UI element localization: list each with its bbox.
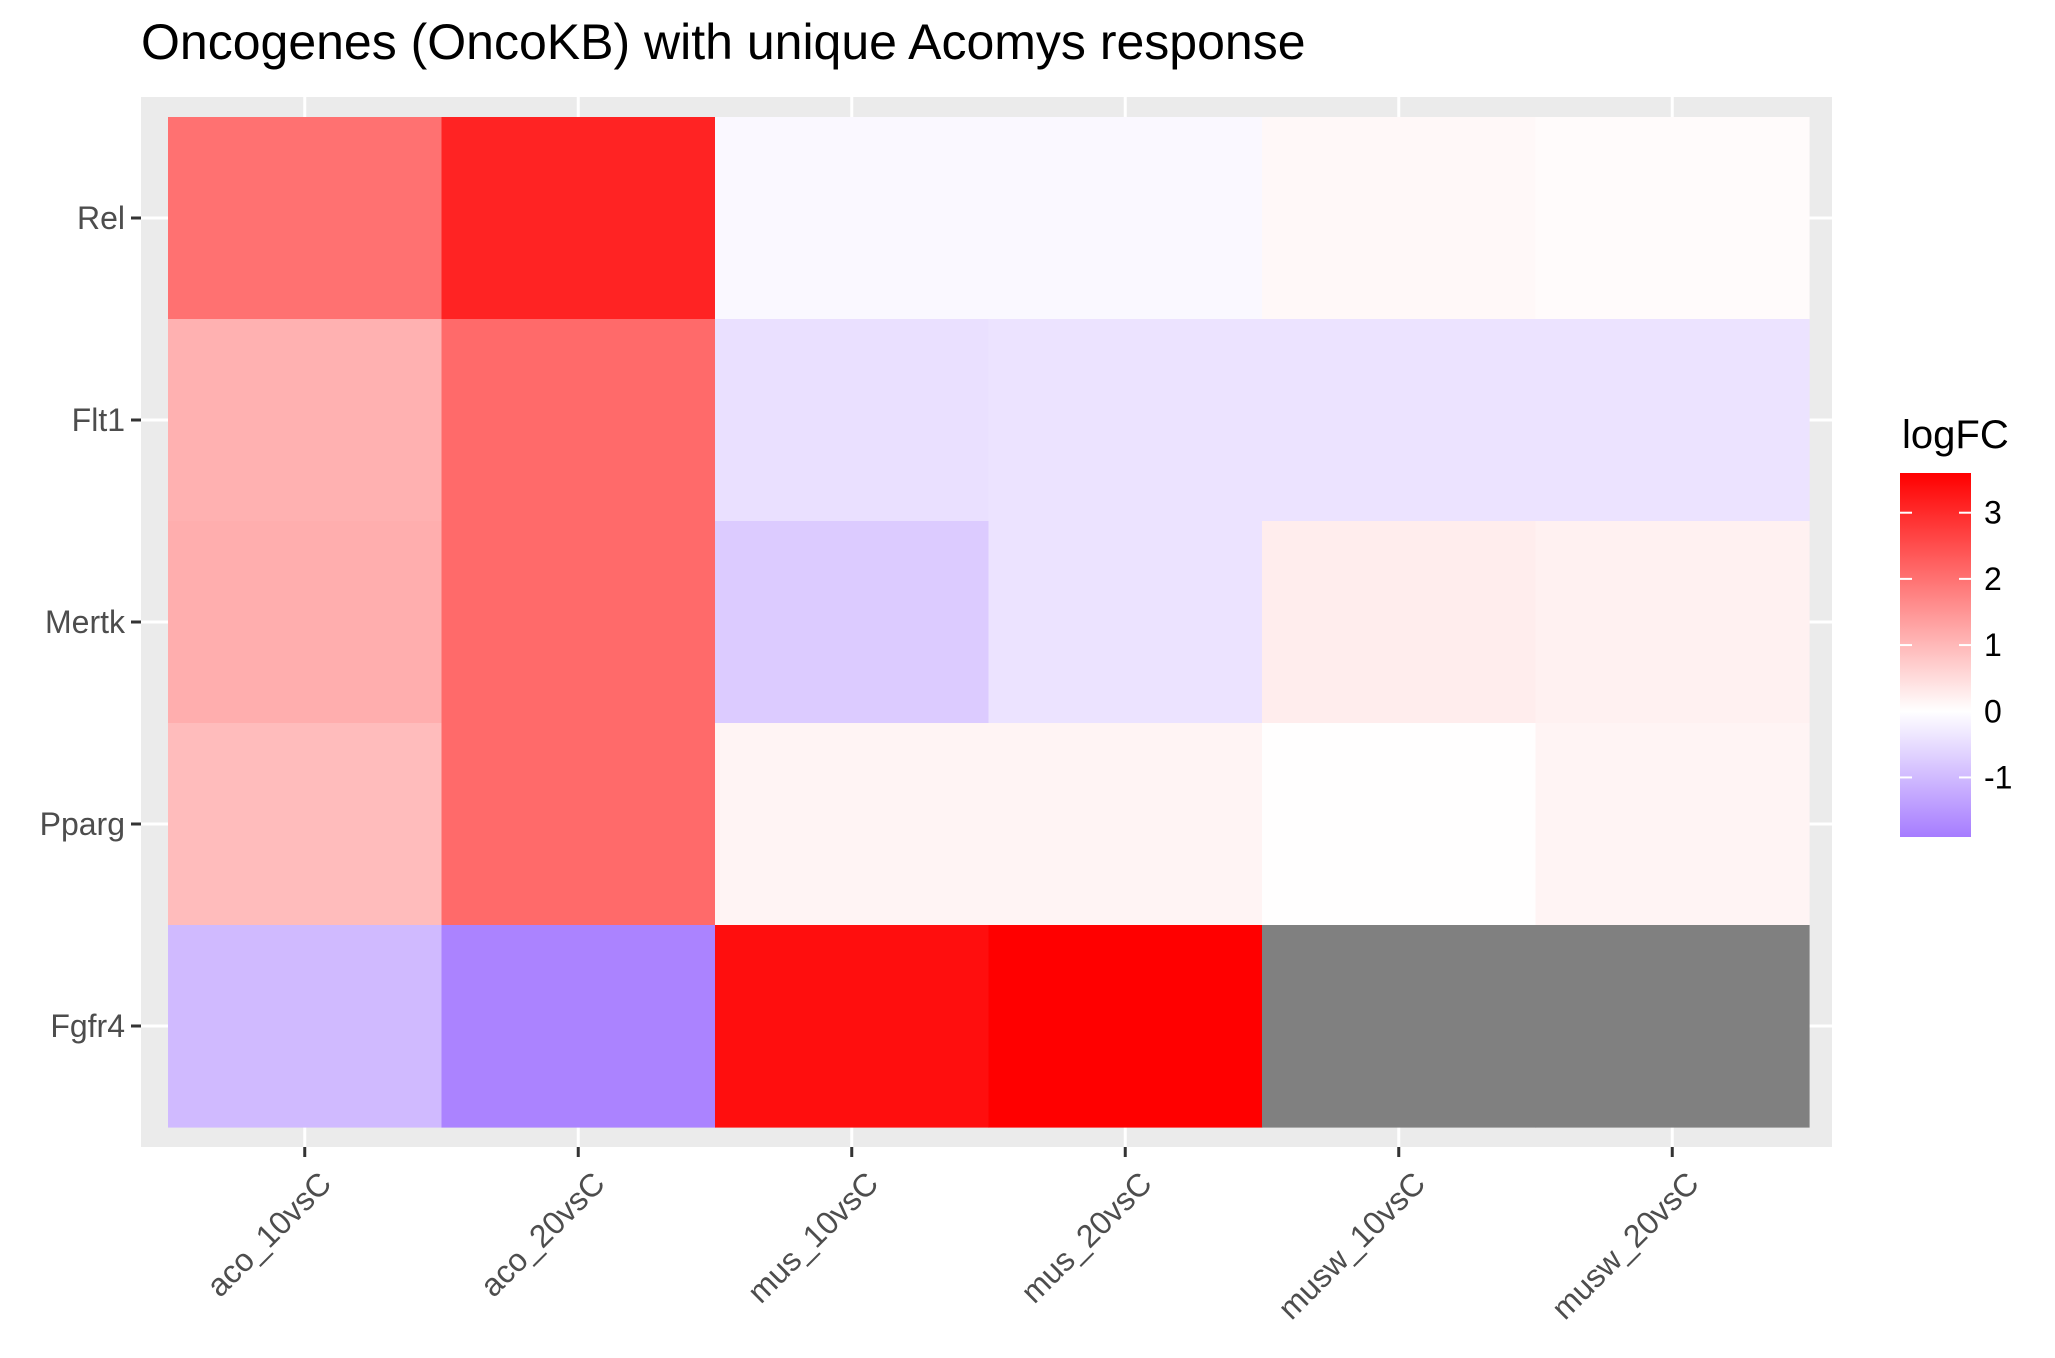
x-tick-label: mus_10vsC — [740, 1165, 885, 1310]
heatmap-cell-flt1-musw_20vsc — [1535, 319, 1810, 522]
heatmap-cell-flt1-aco_20vsc — [441, 319, 716, 522]
heatmap-cell-fgfr4-aco_20vsc — [441, 925, 716, 1128]
heatmap-cell-pparg-mus_20vsc — [988, 723, 1263, 926]
legend: logFC 3 2 1 0 -1 — [1900, 413, 2012, 837]
heatmap-cell-flt1-mus_20vsc — [988, 319, 1263, 522]
heatmap-cell-fgfr4-aco_10vsc — [168, 925, 443, 1128]
x-tick-label: aco_10vsC — [199, 1165, 338, 1304]
heatmap-cell-rel-mus_20vsc — [988, 117, 1263, 320]
x-tick-label: musw_10vsC — [1271, 1165, 1432, 1326]
heatmap-cell-rel-musw_10vsc — [1262, 117, 1537, 320]
y-tick-label: Rel — [77, 200, 125, 236]
heatmap-cell-rel-mus_10vsc — [715, 117, 990, 320]
x-tick-label: aco_20vsC — [473, 1165, 612, 1304]
heatmap-cell-mertk-aco_20vsc — [441, 521, 716, 724]
heatmap-cell-fgfr4-musw_10vsc — [1262, 925, 1537, 1128]
heatmap-cell-mertk-musw_20vsc — [1535, 521, 1810, 724]
x-axis: aco_10vsC aco_20vsC mus_10vsC mus_20vsC musw… — [199, 1147, 1706, 1326]
heatmap-cell-pparg-musw_20vsc — [1535, 723, 1810, 926]
heatmap-cell-pparg-aco_20vsc — [441, 723, 716, 926]
y-tick-label: Mertk — [45, 604, 126, 640]
heatmap-cell-mertk-mus_10vsc — [715, 521, 990, 724]
heatmap-cell-pparg-aco_10vsc — [168, 723, 443, 926]
legend-tick-label: -1 — [1984, 759, 2012, 795]
heatmap-cell-rel-aco_20vsc — [441, 117, 716, 320]
heatmap-cell-pparg-musw_10vsc — [1262, 723, 1537, 926]
x-tick-label: musw_20vsC — [1544, 1165, 1705, 1326]
chart-title: Oncogenes (OncoKB) with unique Acomys re… — [141, 14, 1306, 70]
heatmap-cell-rel-musw_20vsc — [1535, 117, 1810, 320]
y-tick-label: Pparg — [40, 806, 125, 842]
y-tick-label: Fgfr4 — [50, 1008, 125, 1044]
heatmap-cells — [168, 117, 1810, 1128]
heatmap-cell-flt1-mus_10vsc — [715, 319, 990, 522]
legend-tick-label: 1 — [1984, 627, 2002, 663]
y-tick-label: Flt1 — [72, 402, 125, 438]
x-tick-label: mus_20vsC — [1014, 1165, 1159, 1310]
legend-tick-label: 0 — [1984, 693, 2002, 729]
legend-tick-label: 3 — [1984, 495, 2002, 531]
heatmap-cell-fgfr4-musw_20vsc — [1535, 925, 1810, 1128]
heatmap-cell-flt1-musw_10vsc — [1262, 319, 1537, 522]
heatmap-cell-mertk-aco_10vsc — [168, 521, 443, 724]
heatmap-cell-mertk-musw_10vsc — [1262, 521, 1537, 724]
heatmap-cell-fgfr4-mus_20vsc — [988, 925, 1263, 1128]
legend-colorbar — [1900, 473, 1971, 837]
heatmap-cell-pparg-mus_10vsc — [715, 723, 990, 926]
heatmap-cell-flt1-aco_10vsc — [168, 319, 443, 522]
heatmap-cell-rel-aco_10vsc — [168, 117, 443, 320]
legend-tick-label: 2 — [1984, 561, 2002, 597]
legend-title: logFC — [1902, 413, 2009, 457]
heatmap-cell-mertk-mus_20vsc — [988, 521, 1263, 724]
y-axis: Rel Flt1 Mertk Pparg Fgfr4 — [40, 200, 141, 1044]
heatmap-cell-fgfr4-mus_10vsc — [715, 925, 990, 1128]
